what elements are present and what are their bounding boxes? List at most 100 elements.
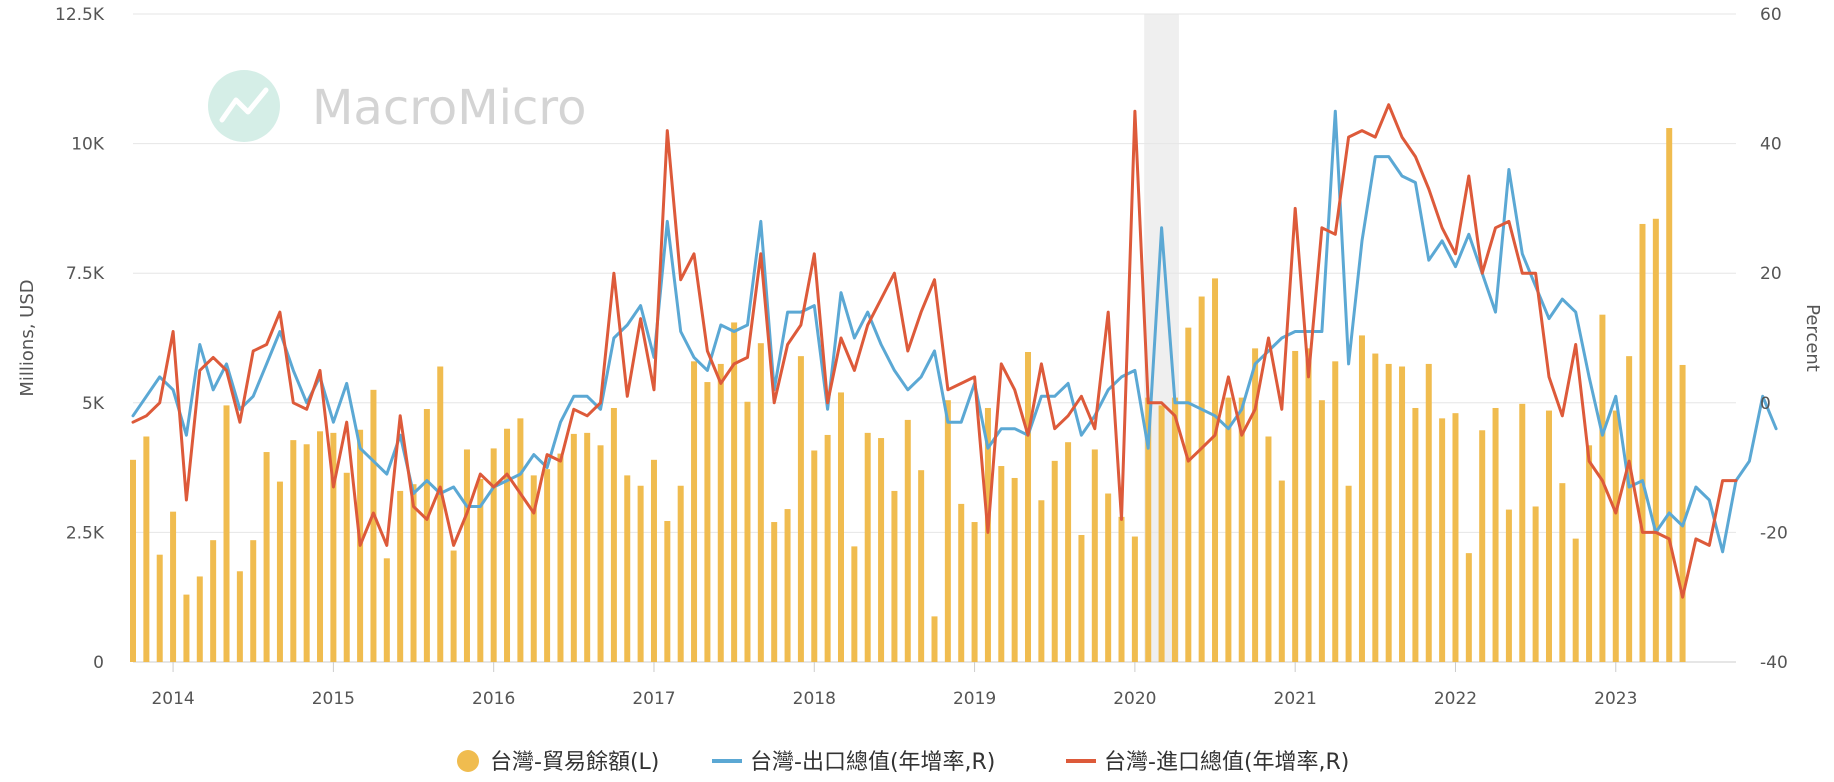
x-tick-label: 2022 <box>1434 689 1477 709</box>
y-left-tick-label: 10K <box>71 135 105 155</box>
trade-balance-bar <box>1652 218 1659 662</box>
trade-balance-bar <box>971 522 978 662</box>
trade-balance-bar <box>1358 335 1365 662</box>
trade-balance-bar <box>1131 536 1138 662</box>
trade-balance-bar <box>1545 410 1552 662</box>
trade-balance-bar <box>864 432 871 662</box>
trade-balance-bar <box>1238 397 1245 662</box>
trade-balance-bar <box>1305 348 1312 662</box>
trade-balance-bar <box>370 389 377 662</box>
trade-balance-bar <box>1038 500 1045 662</box>
trade-balance-bar <box>383 558 390 662</box>
x-tick-label: 2020 <box>1113 689 1156 709</box>
trade-balance-bar <box>557 453 564 662</box>
trade-balance-bar <box>183 594 190 662</box>
legend[interactable]: 台灣-貿易餘額(L) 台灣-出口總值(年增率,R) 台灣-進口總值(年增率,R) <box>457 750 1349 775</box>
trade-balance-bar <box>330 432 337 662</box>
trade-balance-bar <box>757 343 764 662</box>
y-right-tick-label: 20 <box>1760 264 1782 284</box>
trade-balance-bar <box>1105 493 1112 662</box>
legend-label: 台灣-進口總值(年增率,R) <box>1104 750 1349 775</box>
trade-balance-bar <box>1091 449 1098 662</box>
trade-balance-bar <box>1559 483 1566 662</box>
trade-balance-bar <box>797 356 804 662</box>
trade-balance-bar <box>263 452 270 662</box>
trade-balance-bar <box>944 400 951 662</box>
trade-balance-bar <box>343 472 350 662</box>
trade-balance-bar <box>784 509 791 662</box>
x-tick-label: 2016 <box>472 689 515 709</box>
x-tick-label: 2014 <box>151 689 194 709</box>
trade-balance-bar <box>410 484 417 662</box>
trade-balance-bar <box>584 432 591 662</box>
y-right-axis-title: Percent <box>1802 304 1823 372</box>
trade-balance-bar <box>1278 480 1285 662</box>
legend-label: 台灣-貿易餘額(L) <box>490 750 659 775</box>
watermark-logo-line <box>219 87 269 123</box>
import-growth-line <box>131 103 1738 599</box>
trade-balance-bar <box>984 407 991 662</box>
trade-balance-bar <box>1572 538 1579 662</box>
trade-balance-bar <box>637 485 644 662</box>
trade-balance-bar <box>1465 553 1472 662</box>
export-growth-line <box>131 109 1778 554</box>
trade-balance-bar <box>610 407 617 662</box>
trade-balance-bar <box>904 419 911 662</box>
trade-balance-bar <box>463 449 470 662</box>
watermark: MacroMicro <box>208 70 586 142</box>
trade-balance-bar <box>1679 364 1686 662</box>
trade-balance-bar <box>1492 407 1499 662</box>
trade-balance-bar <box>1212 278 1219 662</box>
trade-balance-bar <box>143 436 150 662</box>
trade-balance-bar <box>1158 405 1165 662</box>
trade-balance-bar <box>837 392 844 662</box>
trade-balance-bar <box>437 366 444 662</box>
trade-balance-bar <box>1586 445 1593 662</box>
trade-balance-bar <box>1399 366 1406 662</box>
x-tick-label: 2018 <box>793 689 836 709</box>
trade-balance-bar <box>450 550 457 662</box>
trade-balance-bar <box>677 485 684 662</box>
trade-balance-bar <box>691 361 698 662</box>
trade-balance-bar <box>170 511 177 662</box>
trade-balance-bar <box>1011 477 1018 662</box>
y-right-tick-label: -40 <box>1760 653 1788 673</box>
trade-balance-bar <box>704 382 711 662</box>
trade-balance-bar <box>1385 363 1392 662</box>
trade-balance-bar <box>1198 296 1205 662</box>
trade-balance-bar <box>303 444 310 662</box>
trade-balance-bar <box>130 459 136 662</box>
trade-balance-bar <box>1332 361 1339 662</box>
trade-balance-bar <box>290 440 297 662</box>
trade-balance-bar <box>664 520 671 662</box>
y-left-axis-title: Millions, USD <box>17 279 38 396</box>
trade-balance-bar <box>918 470 925 662</box>
y-left-tick-label: 2.5K <box>66 523 105 543</box>
y-left-tick-label: 5K <box>82 394 105 414</box>
trade-balance-bar <box>1185 327 1192 662</box>
trade-balance-bar <box>423 409 430 662</box>
x-tick-label: 2019 <box>953 689 996 709</box>
trade-balance-bar <box>851 546 858 662</box>
trade-balance-bar <box>570 433 577 662</box>
legend-marker-bar <box>457 750 479 772</box>
trade-balance-bar <box>958 503 965 662</box>
watermark-text: MacroMicro <box>312 80 586 136</box>
trade-balance-bar <box>1452 413 1459 662</box>
trade-balance-bar <box>1252 348 1259 662</box>
trade-balance-bar <box>490 448 497 662</box>
trade-balance-bar <box>998 466 1005 662</box>
trade-balance-bar <box>276 481 283 662</box>
trade-balance-bar <box>1412 407 1419 662</box>
trade-balance-bar <box>1292 350 1299 662</box>
trade-balance-bar <box>1345 485 1352 662</box>
trade-balance-bar <box>1439 418 1446 662</box>
trade-balance-bar <box>1025 351 1032 662</box>
trade-balance-bar <box>1505 509 1512 662</box>
trade-balance-bar <box>731 322 738 662</box>
trade-balance-bar <box>1532 506 1539 662</box>
trade-balance-bar <box>1078 534 1085 662</box>
trade-balance-bar <box>1666 128 1673 663</box>
y-right-tick-label: 60 <box>1760 5 1782 25</box>
